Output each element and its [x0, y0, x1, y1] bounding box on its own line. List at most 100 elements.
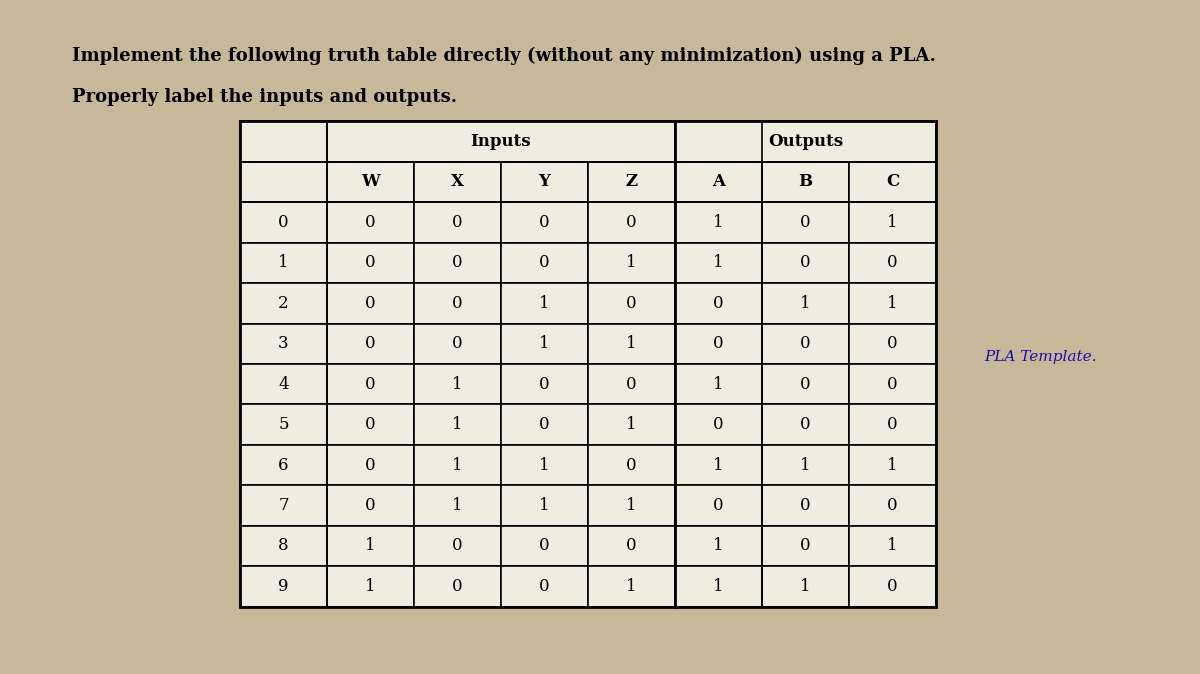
Bar [850, 566, 936, 607]
Text: X: X [451, 173, 464, 191]
Text: 0: 0 [887, 416, 898, 433]
Bar [850, 324, 936, 364]
Text: 0: 0 [539, 254, 550, 272]
Bar [502, 364, 588, 404]
Bar [674, 566, 762, 607]
Bar [240, 404, 326, 445]
Text: 1: 1 [452, 375, 463, 393]
Text: B: B [798, 173, 812, 191]
Text: 0: 0 [539, 578, 550, 595]
Bar [326, 526, 414, 566]
Bar [762, 243, 850, 283]
Text: 1: 1 [626, 335, 637, 353]
Bar [502, 202, 588, 243]
Bar [326, 404, 414, 445]
Bar [762, 364, 850, 404]
Text: 1: 1 [626, 497, 637, 514]
Bar [502, 243, 588, 283]
Bar [326, 566, 414, 607]
Text: 0: 0 [800, 537, 811, 555]
Text: 8: 8 [278, 537, 289, 555]
Text: 0: 0 [887, 335, 898, 353]
Text: 0: 0 [800, 497, 811, 514]
Bar [674, 364, 762, 404]
Text: Y: Y [539, 173, 551, 191]
Bar [588, 162, 674, 202]
Text: 1: 1 [539, 295, 550, 312]
Bar [240, 566, 326, 607]
Bar [326, 324, 414, 364]
Bar [414, 243, 502, 283]
Bar [414, 162, 502, 202]
Text: 0: 0 [365, 254, 376, 272]
Bar [588, 485, 674, 526]
Text: 1: 1 [452, 416, 463, 433]
Text: 0: 0 [887, 254, 898, 272]
Bar [588, 526, 674, 566]
Bar [674, 121, 936, 162]
Text: 1: 1 [713, 375, 724, 393]
Text: 5: 5 [278, 416, 289, 433]
Bar [326, 283, 414, 324]
Bar [502, 485, 588, 526]
Text: 1: 1 [713, 537, 724, 555]
Bar [414, 445, 502, 485]
Bar [240, 526, 326, 566]
Bar [326, 364, 414, 404]
Text: 0: 0 [452, 537, 463, 555]
Text: 7: 7 [278, 497, 289, 514]
Bar [850, 445, 936, 485]
Bar [240, 162, 326, 202]
Text: 0: 0 [365, 375, 376, 393]
Text: 1: 1 [452, 456, 463, 474]
Text: 0: 0 [539, 537, 550, 555]
Bar [502, 526, 588, 566]
Bar [588, 566, 674, 607]
Bar [326, 202, 414, 243]
Bar [588, 202, 674, 243]
Text: 0: 0 [365, 214, 376, 231]
Text: 0: 0 [365, 335, 376, 353]
Bar [850, 404, 936, 445]
Text: 1: 1 [713, 214, 724, 231]
Bar [850, 202, 936, 243]
Text: 0: 0 [887, 375, 898, 393]
Text: 1: 1 [887, 295, 898, 312]
Text: 0: 0 [713, 295, 724, 312]
Bar [502, 445, 588, 485]
Bar [414, 485, 502, 526]
Bar [502, 324, 588, 364]
Text: 0: 0 [452, 254, 463, 272]
Bar [588, 243, 674, 283]
Text: 1: 1 [800, 456, 811, 474]
Bar [240, 121, 326, 162]
Text: 2: 2 [278, 295, 289, 312]
Bar [762, 324, 850, 364]
Bar [240, 324, 326, 364]
Bar [414, 404, 502, 445]
Bar [502, 283, 588, 324]
Text: 0: 0 [539, 375, 550, 393]
Bar [762, 162, 850, 202]
Text: 0: 0 [365, 416, 376, 433]
Text: 0: 0 [452, 214, 463, 231]
Text: 1: 1 [887, 537, 898, 555]
Bar [240, 202, 326, 243]
Bar [240, 283, 326, 324]
Text: 1: 1 [452, 497, 463, 514]
Text: Outputs: Outputs [768, 133, 844, 150]
Bar [674, 526, 762, 566]
Text: 0: 0 [626, 375, 637, 393]
Text: 0: 0 [713, 335, 724, 353]
Text: 0: 0 [539, 214, 550, 231]
Bar [588, 445, 674, 485]
Bar [588, 364, 674, 404]
Text: W: W [361, 173, 380, 191]
Text: 0: 0 [800, 214, 811, 231]
Text: 0: 0 [713, 497, 724, 514]
Bar [414, 526, 502, 566]
Text: Properly label the inputs and outputs.: Properly label the inputs and outputs. [72, 88, 457, 106]
Bar [762, 283, 850, 324]
Text: Implement the following truth table directly (without any minimization) using a : Implement the following truth table dire… [72, 47, 936, 65]
Bar [762, 566, 850, 607]
